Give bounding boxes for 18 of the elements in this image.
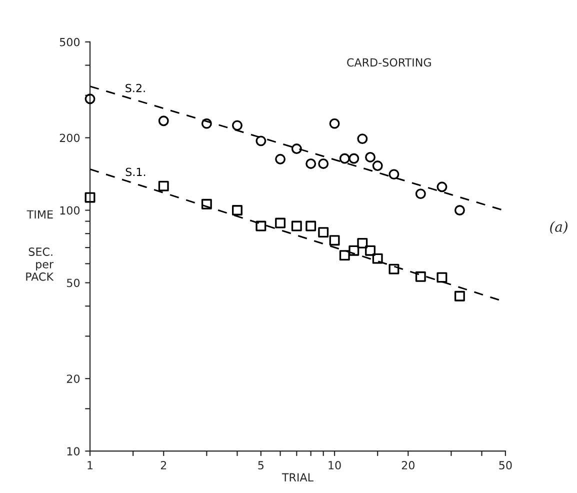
text: (a) bbox=[550, 221, 568, 234]
y-tick-label: 10 bbox=[67, 447, 80, 456]
x-tick-label: 50 bbox=[499, 461, 512, 470]
x-tick-label: 5 bbox=[258, 461, 264, 470]
y-tick-label: 100 bbox=[60, 206, 80, 215]
x-axis-title: TRIAL bbox=[282, 473, 314, 482]
y-tick-label: 20 bbox=[66, 374, 80, 383]
series-label: S.1. bbox=[126, 168, 146, 176]
x-tick-label: 1 bbox=[88, 461, 93, 470]
x-tick-label: 10 bbox=[328, 461, 341, 470]
y-tick-label: 50 bbox=[67, 278, 80, 288]
text: TIME SEC. per PACK bbox=[26, 210, 54, 281]
x-tick-label: 2 bbox=[160, 461, 166, 470]
text: CARD-SORTING bbox=[347, 58, 431, 67]
y-tick-label: 200 bbox=[60, 134, 80, 142]
y-tick-label: 500 bbox=[60, 38, 80, 46]
series-label: S.2. bbox=[126, 84, 145, 92]
x-tick-label: 20 bbox=[402, 461, 414, 470]
